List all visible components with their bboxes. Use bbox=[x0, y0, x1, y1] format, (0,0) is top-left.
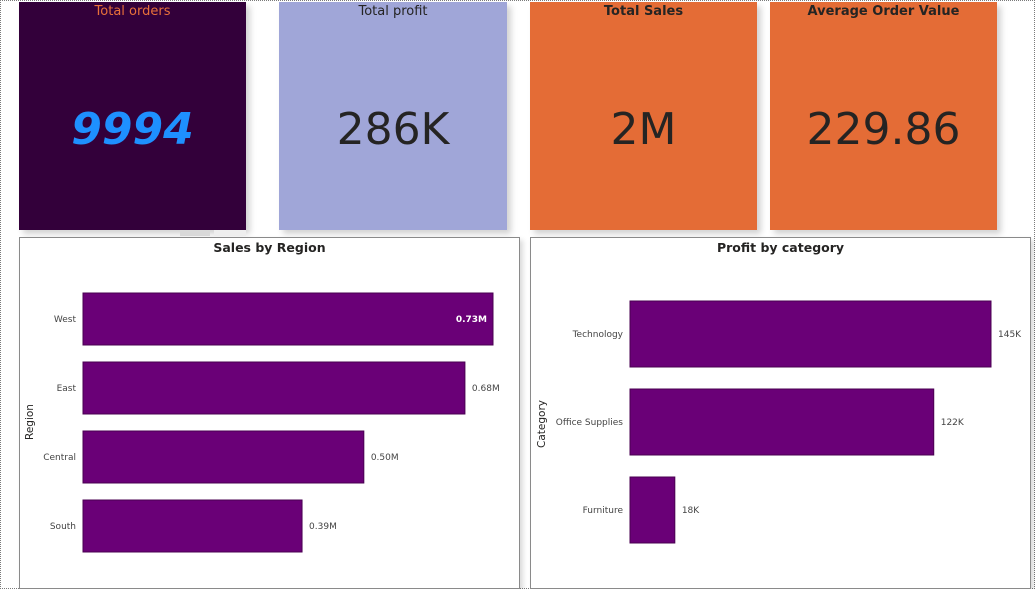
scroll-tab bbox=[180, 230, 210, 236]
bar-chart-svg: West 0.73M East 0.68M Central 0.50M South 0.39M bbox=[43, 292, 500, 553]
chart-title: Profit by category bbox=[716, 240, 845, 255]
bar-chart-svg: Technology 145K Office Supplies 122K Furnitu… bbox=[556, 300, 1022, 544]
bar-furniture[interactable] bbox=[629, 476, 676, 544]
category-label: Technology bbox=[572, 330, 624, 340]
bar-office-supplies[interactable] bbox=[629, 388, 935, 456]
bar-west[interactable] bbox=[82, 292, 494, 346]
data-label: 145K bbox=[998, 330, 1022, 340]
data-label: 18K bbox=[682, 506, 700, 516]
kpi-card-total-profit[interactable]: Total profit 286K bbox=[279, 2, 507, 230]
kpi-card-total-orders[interactable]: Total orders 9994 bbox=[19, 2, 246, 230]
data-label: 0.50M bbox=[371, 453, 399, 463]
data-label: 0.73M bbox=[456, 315, 487, 325]
bar-technology[interactable] bbox=[629, 300, 992, 368]
kpi-value: 286K bbox=[336, 104, 450, 155]
kpi-value: 229.86 bbox=[806, 104, 961, 155]
kpi-title: Total orders bbox=[94, 4, 171, 19]
category-label: East bbox=[57, 384, 77, 394]
category-label: Office Supplies bbox=[556, 418, 624, 428]
bar-south[interactable] bbox=[82, 499, 303, 553]
bar-east[interactable] bbox=[82, 361, 466, 415]
chart-title: Sales by Region bbox=[213, 240, 326, 255]
data-label: 0.39M bbox=[309, 522, 337, 532]
category-label: South bbox=[50, 522, 76, 532]
kpi-title: Total profit bbox=[358, 4, 428, 19]
kpi-title: Average Order Value bbox=[807, 4, 960, 19]
kpi-card-total-sales[interactable]: Total Sales 2M bbox=[530, 2, 757, 230]
category-label: West bbox=[54, 315, 77, 325]
data-label: 122K bbox=[941, 418, 965, 428]
data-label: 0.68M bbox=[472, 384, 500, 394]
kpi-card-average-order-value[interactable]: Average Order Value 229.86 bbox=[770, 2, 997, 230]
category-label: Furniture bbox=[583, 506, 624, 516]
kpi-value: 9994 bbox=[71, 104, 194, 155]
profit-by-category-chart[interactable]: Profit by category Category Technology 14… bbox=[530, 237, 1031, 589]
kpi-title: Total Sales bbox=[603, 4, 684, 19]
bar-central[interactable] bbox=[82, 430, 365, 484]
sales-by-region-chart[interactable]: Sales by Region Region West 0.73M East 0.68… bbox=[19, 237, 520, 589]
kpi-value: 2M bbox=[610, 104, 677, 155]
category-label: Central bbox=[43, 453, 76, 463]
scroll-tab bbox=[214, 230, 246, 236]
